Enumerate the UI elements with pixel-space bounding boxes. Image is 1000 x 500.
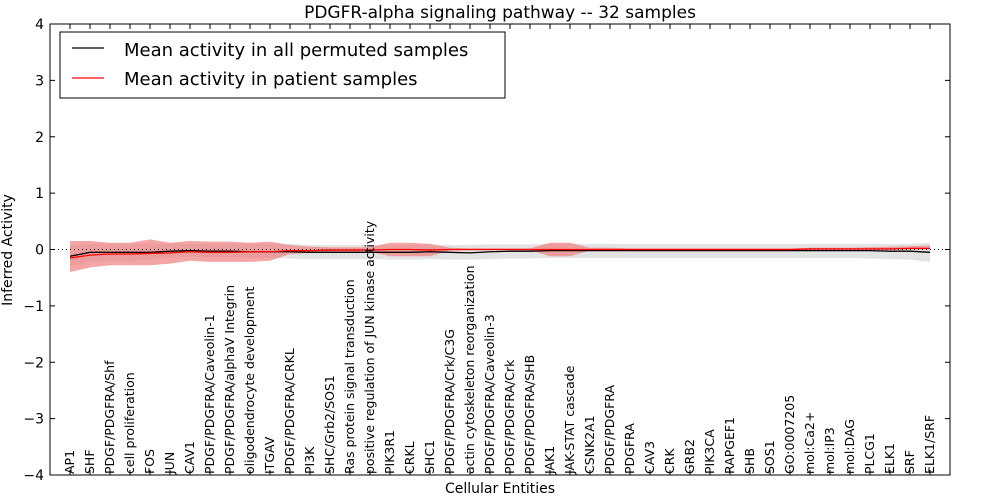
entity-labels: AP1 SHF PDGF/PDGFRA/Shf cell proliferation F… <box>62 220 937 475</box>
line-series-1 <box>69 247 930 259</box>
y-tick-label: −1 <box>23 299 44 315</box>
y-tick-label: −2 <box>23 355 44 371</box>
entity-label: mol:Ca2+ <box>802 412 817 474</box>
entity-label: PDGF/PDGFRA/Crk <box>502 359 517 474</box>
y-axis: −4 −3 −2 −1 0 1 2 3 4 <box>23 17 950 484</box>
entity-label: CAV1 <box>182 441 197 474</box>
x-axis <box>69 24 931 475</box>
entity-label: oligodendrocyte development <box>242 286 257 474</box>
band-series-1 <box>70 239 930 273</box>
legend-box <box>59 31 506 99</box>
entity-label: ELK1/SRF <box>922 415 937 474</box>
entity-label: cell proliferation <box>122 372 137 474</box>
entity-label: mol:IP3 <box>822 427 837 474</box>
entity-label: PIK3R1 <box>382 430 397 474</box>
entity-label: PDGF/PDGFRA/Caveolin-3 <box>482 314 497 474</box>
entity-label: JAK-STAT cascade <box>562 365 577 475</box>
entity-label: PLCG1 <box>862 433 877 474</box>
entity-label: actin cytoskeleton reorganization <box>462 265 477 474</box>
x-axis-label: Cellular Entities <box>445 481 555 497</box>
y-tick-label: 2 <box>35 130 44 146</box>
y-tick-label: 1 <box>35 186 44 202</box>
chart-title: PDGFR-alpha signaling pathway -- 32 samp… <box>304 3 696 23</box>
y-tick-label: 4 <box>35 17 44 33</box>
y-tick-label: −4 <box>23 468 44 484</box>
entity-label: PDGF/PDGFRA/CRKL <box>282 348 297 474</box>
entity-label: Ras protein signal transduction <box>342 279 357 474</box>
entity-label: positive regulation of JUN kinase activi… <box>362 220 377 474</box>
confidence-bands <box>70 239 930 273</box>
entity-label: SHB <box>742 448 757 474</box>
entity-label: AP1 <box>62 450 77 474</box>
entity-label: PDGFRA <box>622 423 637 474</box>
entity-label: JUN <box>162 452 177 475</box>
entity-label: PDGF/PDGFRA/Crk/C3G <box>442 329 457 474</box>
legend: Mean activity in all permuted samples Me… <box>59 31 506 99</box>
entity-label: PIK3CA <box>702 429 717 474</box>
entity-label: FOS <box>142 449 157 474</box>
entity-label: PDGF/PDGFRA/alphaV Integrin <box>222 285 237 474</box>
legend-label-patient: Mean activity in patient samples <box>124 69 418 90</box>
entity-label: JAK1 <box>542 446 557 475</box>
entity-label: GRB2 <box>682 439 697 474</box>
entity-label: SRF <box>902 450 917 474</box>
entity-label: SHF <box>82 449 97 474</box>
series-lines <box>50 247 950 259</box>
entity-label: RAPGEF1 <box>722 417 737 474</box>
legend-label-permuted: Mean activity in all permuted samples <box>124 40 468 61</box>
entity-label: SHC/Grb2/SOS1 <box>322 375 337 474</box>
y-tick-label: 3 <box>35 73 44 89</box>
entity-label: ITGAV <box>262 436 277 474</box>
entity-label: CRKL <box>402 441 417 474</box>
entity-label: ELK1 <box>882 443 897 474</box>
entity-label: SHC1 <box>422 440 437 474</box>
entity-label: SOS1 <box>762 440 777 474</box>
entity-label: PDGF/PDGFRA/SHB <box>522 355 537 474</box>
entity-label: CAV3 <box>642 441 657 474</box>
entity-label: PDGF/PDGFRA/Shf <box>102 360 117 474</box>
y-axis-label: Inferred Activity <box>0 194 16 306</box>
entity-label: PDGF/PDGFRA/Caveolin-1 <box>202 314 217 474</box>
y-tick-label: 0 <box>35 243 44 259</box>
entity-label: PI3K <box>302 446 317 474</box>
y-tick-label: −3 <box>23 412 44 428</box>
line-series-0 <box>69 249 931 257</box>
entity-label: CRK <box>662 448 677 474</box>
entity-label: mol:DAG <box>842 419 857 474</box>
entity-label: GO:0007205 <box>782 395 797 474</box>
entity-label: CSNK2A1 <box>582 415 597 474</box>
entity-label: PDGF/PDGFRA <box>602 385 617 474</box>
